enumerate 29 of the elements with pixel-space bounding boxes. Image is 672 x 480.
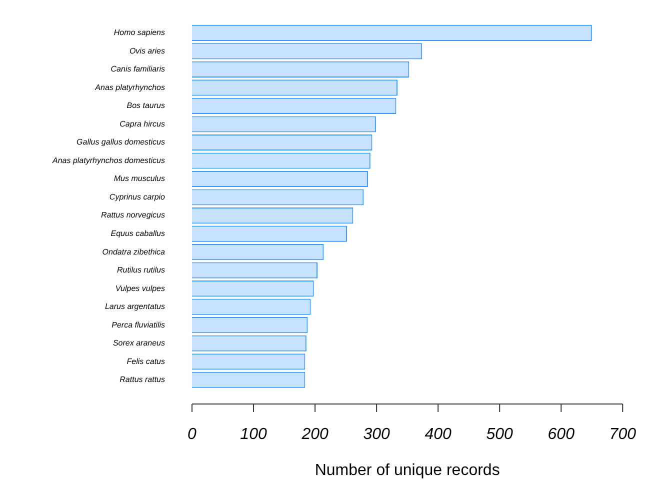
- y-tick-label: Cyprinus carpio: [109, 192, 166, 202]
- y-tick-label: Sorex araneus: [112, 338, 165, 348]
- x-tick-label: 0: [188, 426, 197, 444]
- y-tick-label: Bos taurus: [126, 101, 165, 110]
- y-tick-label: Felis catus: [126, 356, 165, 366]
- y-tick-label: Homo sapiens: [114, 28, 165, 38]
- y-tick-label: Equus caballus: [110, 229, 165, 238]
- y-tick-label: Anas platyrhynchos domesticus: [52, 156, 165, 165]
- x-tick-label: 500: [486, 426, 514, 444]
- x-tick-label: 300: [363, 426, 390, 444]
- y-tick-label: Rattus rattus: [120, 375, 165, 384]
- x-tick-label: 700: [609, 426, 636, 444]
- x-tick-label: 100: [240, 426, 267, 444]
- x-axis-title: Number of unique records: [314, 462, 500, 479]
- x-tick-label: 400: [424, 426, 452, 444]
- y-tick-label: Ondatra zibethica: [102, 247, 166, 256]
- y-tick-label: Rutilus rutilus: [116, 266, 165, 275]
- y-tick-label: Rattus norvegicus: [100, 210, 165, 220]
- y-tick-label: Anas platyrhynchos: [94, 82, 165, 92]
- y-tick-label: Canis familiaris: [110, 64, 165, 74]
- y-tick-label: Gallus gallus domesticus: [76, 138, 165, 147]
- y-tick-label: Vulpes vulpes: [115, 284, 165, 293]
- y-tick-label: Ovis aries: [129, 46, 165, 56]
- y-tick-label: Mus musculus: [114, 174, 165, 184]
- y-tick-label: Larus argentatus: [104, 302, 165, 312]
- x-tick-label: 200: [300, 426, 328, 444]
- x-tick-label: 600: [548, 426, 575, 444]
- y-tick-label: Perca fluviatilis: [112, 320, 165, 330]
- y-tick-label: Capra hircus: [120, 119, 165, 128]
